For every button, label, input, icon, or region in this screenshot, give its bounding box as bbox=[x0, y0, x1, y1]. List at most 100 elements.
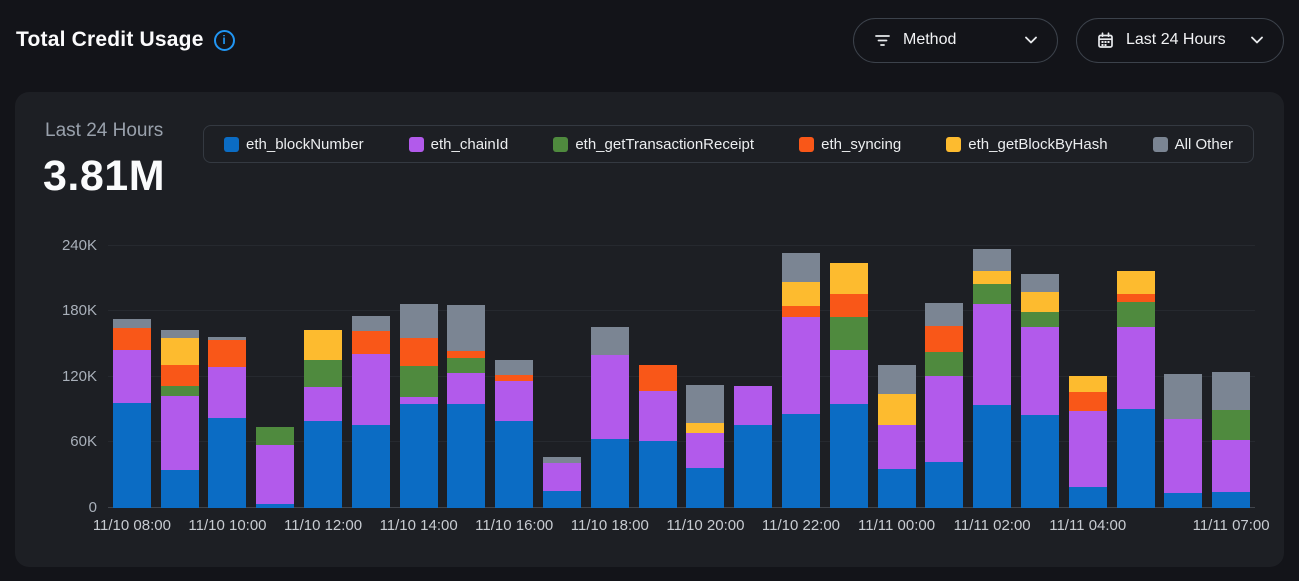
bar-column[interactable] bbox=[204, 246, 252, 508]
bar-segment bbox=[160, 385, 199, 396]
bar-segment bbox=[399, 396, 438, 405]
bar-segment bbox=[781, 252, 820, 283]
bar-column[interactable] bbox=[108, 246, 156, 508]
bar-column[interactable] bbox=[1112, 246, 1160, 508]
x-axis-label: 11/11 02:00 bbox=[953, 517, 1031, 534]
bar-column[interactable] bbox=[1064, 246, 1112, 508]
legend-item[interactable]: All Other bbox=[1152, 136, 1233, 153]
legend-swatch bbox=[1152, 136, 1168, 152]
bar-column[interactable] bbox=[443, 246, 491, 508]
bar-segment bbox=[399, 366, 438, 397]
bar-segment bbox=[112, 403, 151, 508]
bar-segment bbox=[543, 456, 582, 464]
x-axis-label: 11/10 16:00 bbox=[475, 517, 554, 534]
chevron-down-icon bbox=[1251, 36, 1263, 44]
bar-column[interactable] bbox=[251, 246, 299, 508]
bar-column[interactable] bbox=[777, 246, 825, 508]
bar-column[interactable] bbox=[538, 246, 586, 508]
bar-column[interactable] bbox=[968, 246, 1016, 508]
bar-column[interactable] bbox=[395, 246, 443, 508]
bar-segment bbox=[1020, 326, 1059, 416]
bar-segment bbox=[590, 326, 629, 356]
bar-segment bbox=[543, 463, 582, 491]
bar-segment bbox=[160, 330, 199, 338]
x-axis-label: 11/11 04:00 bbox=[1049, 517, 1127, 534]
legend-item[interactable]: eth_chainId bbox=[408, 136, 508, 153]
bar-segment bbox=[399, 303, 438, 338]
legend-item[interactable]: eth_syncing bbox=[799, 136, 901, 153]
bar-segment bbox=[112, 319, 151, 328]
bar-column[interactable] bbox=[1207, 246, 1255, 508]
page-header: Total Credit Usage i Method bbox=[0, 0, 1299, 92]
bar-column[interactable] bbox=[586, 246, 634, 508]
bar-segment bbox=[1068, 392, 1107, 411]
chevron-down-icon bbox=[1025, 36, 1037, 44]
bar-column[interactable] bbox=[825, 246, 873, 508]
chart-legend: eth_blockNumber eth_chainId eth_getTransac… bbox=[203, 125, 1254, 163]
bar-segment bbox=[781, 316, 820, 415]
filter-lines-icon bbox=[874, 32, 891, 49]
y-axis-label: 120K bbox=[61, 368, 97, 385]
method-filter-dropdown[interactable]: Method bbox=[853, 17, 1058, 63]
x-axis-label: 11/10 10:00 bbox=[188, 517, 267, 534]
bar-segment bbox=[543, 490, 582, 508]
x-axis-label: 11/10 12:00 bbox=[283, 517, 363, 534]
bar-column[interactable] bbox=[920, 246, 968, 508]
bar-column[interactable] bbox=[490, 246, 538, 508]
bar-segment bbox=[686, 422, 725, 433]
bar-segment bbox=[447, 372, 486, 405]
x-axis-label: 11/10 18:00 bbox=[570, 517, 649, 534]
bar-column[interactable] bbox=[729, 246, 777, 508]
chart-plot: 0 60K 120K 180K 240K 11/10 08:00 11/10 10:00 11… bbox=[62, 237, 1270, 534]
legend-item[interactable]: eth_getBlockByHash bbox=[946, 136, 1108, 153]
legend-swatch bbox=[408, 136, 424, 152]
bar-column[interactable] bbox=[873, 246, 921, 508]
bar-segment bbox=[781, 306, 820, 317]
bar-column[interactable] bbox=[347, 246, 395, 508]
bar-segment bbox=[734, 425, 773, 508]
x-axis-label: 11/11 00:00 bbox=[858, 517, 936, 534]
y-axis-label: 0 bbox=[88, 499, 97, 516]
bar-segment bbox=[351, 315, 390, 332]
bar-segment bbox=[160, 365, 199, 386]
bar-segment bbox=[829, 263, 868, 295]
summary-period-label: Last 24 Hours bbox=[45, 120, 164, 141]
legend-item[interactable]: eth_getTransactionReceipt bbox=[553, 136, 754, 153]
bar-column[interactable] bbox=[1159, 246, 1207, 508]
bar-segment bbox=[256, 503, 295, 508]
bar-segment bbox=[973, 303, 1012, 406]
bar-segment bbox=[1116, 294, 1155, 302]
bar-segment bbox=[399, 404, 438, 508]
date-range-dropdown[interactable]: Last 24 Hours bbox=[1076, 17, 1284, 63]
legend-swatch bbox=[224, 136, 239, 152]
bar-segment bbox=[590, 439, 629, 508]
bar-segment bbox=[590, 355, 629, 440]
bar-segment bbox=[734, 385, 773, 426]
legend-swatch bbox=[799, 136, 815, 152]
bar-column[interactable] bbox=[1016, 246, 1064, 508]
bar-segment bbox=[781, 282, 820, 307]
legend-label: eth_blockNumber bbox=[246, 135, 364, 153]
bar-segment bbox=[973, 284, 1012, 304]
bar-segment bbox=[1164, 492, 1203, 508]
bar-column[interactable] bbox=[299, 246, 347, 508]
bar-segment bbox=[1164, 418, 1203, 493]
bar-segment bbox=[925, 462, 964, 508]
bar-column[interactable] bbox=[634, 246, 682, 508]
legend-label: eth_syncing bbox=[821, 135, 902, 153]
bar-segment bbox=[877, 394, 916, 426]
date-range-label: Last 24 Hours bbox=[1126, 31, 1226, 48]
bar-segment bbox=[686, 432, 725, 468]
bar-column[interactable] bbox=[682, 246, 730, 508]
bar-segment bbox=[208, 367, 247, 419]
info-icon[interactable]: i bbox=[213, 29, 235, 51]
bar-segment bbox=[829, 349, 868, 405]
bar-column[interactable] bbox=[156, 246, 204, 508]
bar-segment bbox=[112, 349, 151, 404]
legend-item[interactable]: eth_blockNumber bbox=[224, 136, 364, 153]
gridline bbox=[108, 376, 1255, 377]
bar-segment bbox=[638, 441, 677, 508]
gridline bbox=[108, 507, 1255, 508]
bar-segment bbox=[351, 354, 390, 426]
legend-swatch bbox=[946, 136, 962, 152]
